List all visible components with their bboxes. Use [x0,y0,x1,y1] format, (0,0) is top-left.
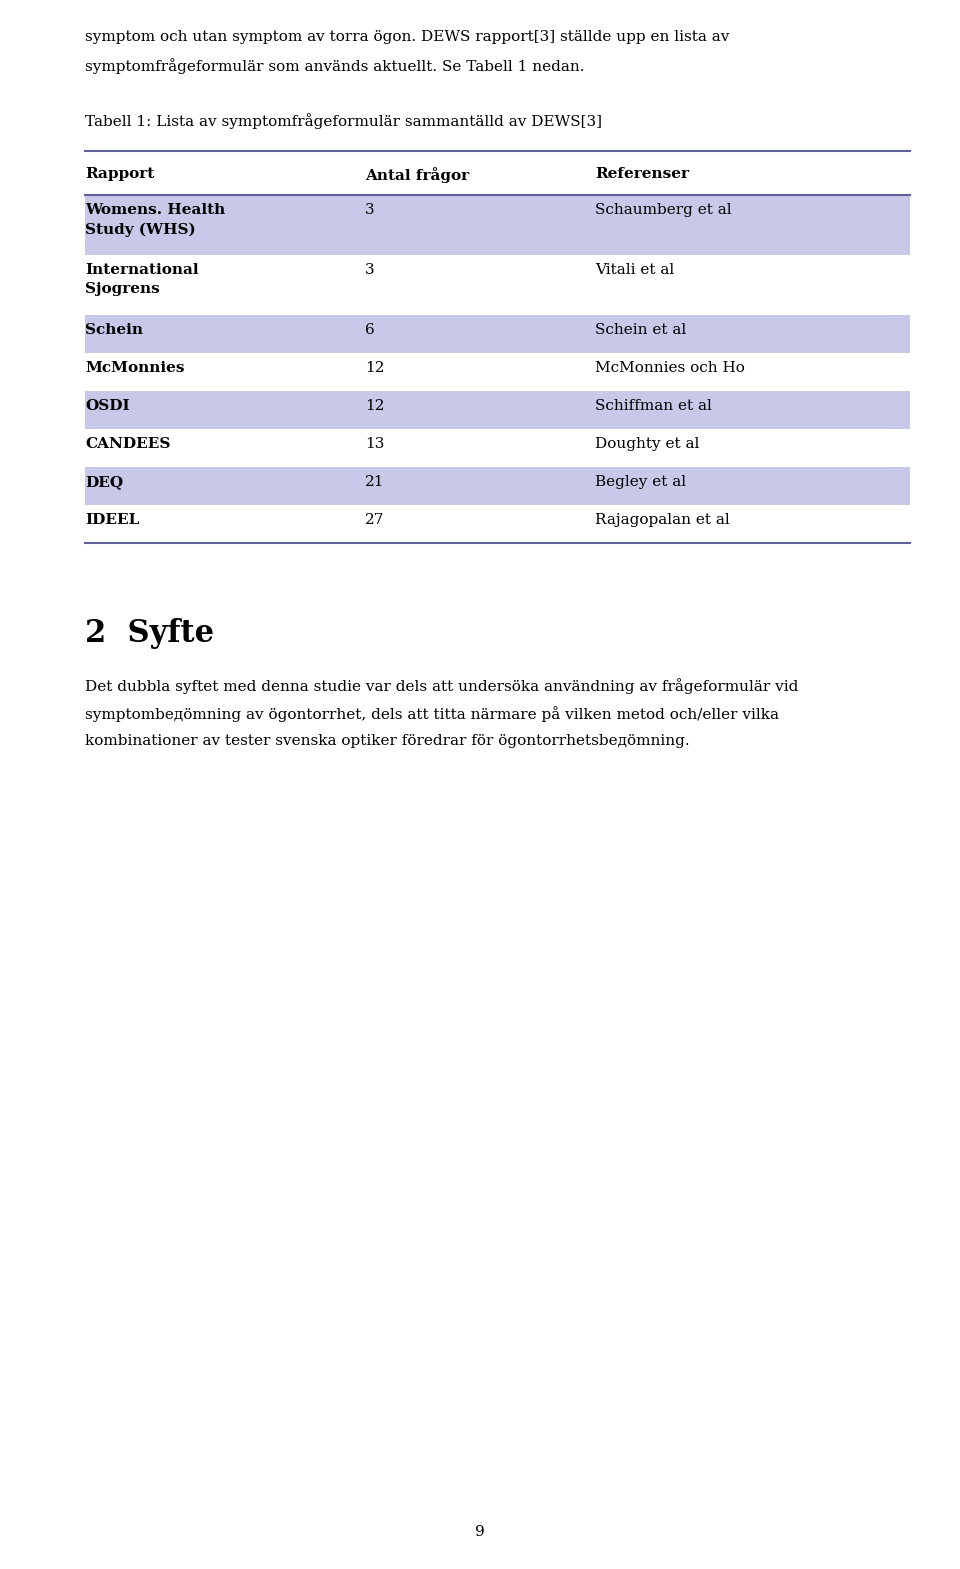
Text: symptomfrågeformulär som används aktuellt. Se Tabell 1 nedan.: symptomfrågeformulär som används aktuell… [85,58,585,74]
Bar [85,391,910,428]
Text: 21: 21 [365,475,385,490]
Text: Referenser: Referenser [595,166,689,180]
Text: 6: 6 [365,323,374,337]
Text: symptom och utan symptom av torra ögon. DEWS rapport[3] ställde upp en lista av: symptom och utan symptom av torra ögon. … [85,30,730,44]
Text: 12: 12 [365,399,385,413]
Bar [85,315,910,353]
Text: 3: 3 [365,202,374,217]
Text: CANDEES: CANDEES [85,438,170,450]
Text: 2  Syfte: 2 Syfte [85,618,214,650]
Bar [85,468,910,505]
Text: Womens. Health
Study (WHS): Womens. Health Study (WHS) [85,202,226,237]
Text: Begley et al: Begley et al [595,475,686,490]
Text: Schein et al: Schein et al [595,323,686,337]
Text: Vitali et al: Vitali et al [595,264,674,278]
Text: symptombедömning av ögontorrhet, dels att titta närmare på vilken metod och/elle: symptombедömning av ögontorrhet, dels at… [85,706,779,722]
Text: McMonnies: McMonnies [85,361,184,375]
Text: 13: 13 [365,438,384,450]
Text: DEQ: DEQ [85,475,123,490]
Text: Tabell 1: Lista av symptomfrågeformulär sammantälld av DEWS[3]: Tabell 1: Lista av symptomfrågeformulär … [85,113,602,129]
Text: Doughty et al: Doughty et al [595,438,700,450]
Text: kombinationer av tester svenska optiker föredrar för ögontorrhetsbедömning.: kombinationer av tester svenska optiker … [85,734,689,748]
Text: Schaumberg et al: Schaumberg et al [595,202,732,217]
Text: 3: 3 [365,264,374,278]
Text: Rapport: Rapport [85,166,155,180]
Text: 9: 9 [475,1525,485,1539]
Text: Rajagopalan et al: Rajagopalan et al [595,513,730,527]
Text: International
Sjogrens: International Sjogrens [85,264,199,297]
Bar [85,195,910,256]
Text: Antal frågor: Antal frågor [365,166,469,184]
Text: 27: 27 [365,513,384,527]
Text: Det dubbla syftet med denna studie var dels att undersöka användning av frågefor: Det dubbla syftet med denna studie var d… [85,678,799,693]
Text: McMonnies och Ho: McMonnies och Ho [595,361,745,375]
Text: Schein: Schein [85,323,143,337]
Text: IDEEL: IDEEL [85,513,139,527]
Text: Schiffman et al: Schiffman et al [595,399,712,413]
Text: OSDI: OSDI [85,399,130,413]
Text: 12: 12 [365,361,385,375]
